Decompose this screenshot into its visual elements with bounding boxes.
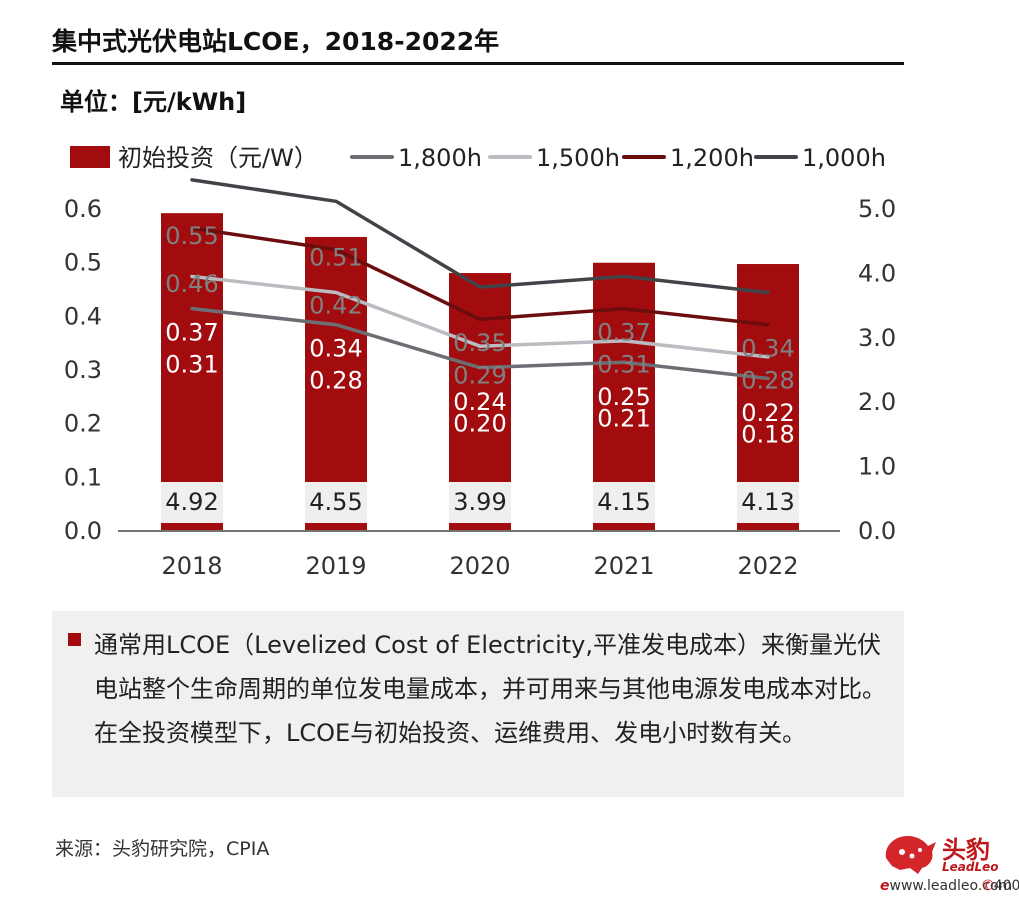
brand-url-text: www.leadleo.com [889, 878, 1013, 894]
bar-value-label: 4.92 [165, 488, 218, 516]
line-value-label: 0.31 [165, 351, 218, 379]
legend-swatch-bar [70, 146, 110, 168]
line-value-label: 0.37 [597, 318, 650, 346]
line-value-label: 0.51 [309, 243, 362, 271]
legend-label-line: 1,000h [802, 144, 886, 172]
line-value-label: 0.18 [741, 420, 794, 448]
y-left-tick-label: 0.1 [64, 463, 102, 491]
legend-label-line: 1,200h [670, 144, 754, 172]
line-value-label: 0.34 [309, 335, 362, 363]
line-value-label: 0.34 [741, 335, 794, 363]
y-left-tick-label: 0.6 [64, 195, 102, 223]
bar-value-label: 4.15 [597, 488, 650, 516]
y-left-tick-label: 0.0 [64, 517, 102, 545]
brand-footer: 头豹 LeadLeo ewww.leadleo.com ✆400 [880, 826, 1019, 905]
line-value-label: 0.42 [309, 292, 362, 320]
line-value-label: 0.20 [453, 410, 506, 438]
y-right-tick-label: 0.0 [858, 517, 896, 545]
bar-value-band [305, 482, 367, 523]
bar-value-band [593, 482, 655, 523]
chart-title: 集中式光伏电站LCOE，2018-2022年 [52, 27, 500, 56]
line-value-label: 0.28 [741, 367, 794, 395]
x-tick-label: 2018 [161, 552, 222, 580]
brand-phone[interactable]: ✆400 [982, 878, 1019, 894]
legend-label-bar: 初始投资（元/W） [118, 144, 318, 172]
line-value-label: 0.55 [165, 222, 218, 250]
bar-value-band [737, 482, 799, 523]
unit-label: 单位：[元/kWh] [60, 88, 247, 116]
line-value-label: 0.21 [597, 404, 650, 432]
brand-subname: LeadLeo [942, 860, 999, 874]
series-line [190, 274, 770, 359]
y-left-tick-label: 0.3 [64, 356, 102, 384]
note-bullet [68, 633, 81, 646]
y-right-tick-label: 3.0 [858, 324, 896, 352]
bar-value-label: 4.13 [741, 488, 794, 516]
bar-value-label: 4.55 [309, 488, 362, 516]
line-value-label: 0.35 [453, 329, 506, 357]
bar [161, 213, 223, 531]
note-text: 通常用LCOE（Levelized Cost of Electricity,平准… [94, 631, 886, 747]
bar-value-band [161, 482, 223, 523]
source-text: 来源：头豹研究院，CPIA [55, 838, 270, 860]
line-value-label: 0.29 [453, 361, 506, 389]
y-right-tick-label: 5.0 [858, 195, 896, 223]
series-line [190, 178, 770, 295]
series-line [190, 226, 770, 327]
leopard-logo-icon [885, 836, 936, 874]
web-e-icon: e [880, 878, 890, 894]
x-tick-label: 2022 [737, 552, 798, 580]
x-tick-label: 2019 [305, 552, 366, 580]
legend-label-line: 1,500h [536, 144, 620, 172]
brand-name: 头豹 [942, 836, 990, 864]
legend-label-line: 1,800h [398, 144, 482, 172]
lcoe-chart: 初始投资（元/W） 1,800h 1,500h 1,200h 1,000h 0.0 0.1 0… [64, 144, 896, 580]
line-value-label: 0.28 [309, 367, 362, 395]
line-value-label: 0.24 [453, 388, 506, 416]
y-right-tick-label: 1.0 [858, 453, 896, 481]
brand-phone-text: 400 [993, 878, 1019, 894]
series-line [190, 306, 770, 381]
line-value-label: 0.22 [741, 399, 794, 427]
y-left-tick-label: 0.2 [64, 410, 102, 438]
bar-value-band [449, 482, 511, 523]
line-value-label: 0.31 [597, 351, 650, 379]
y-left-tick-label: 0.4 [64, 302, 102, 330]
line-value-label: 0.46 [165, 270, 218, 298]
bar-value-label: 3.99 [453, 488, 506, 516]
y-left-tick-label: 0.5 [64, 249, 102, 277]
y-right-tick-label: 2.0 [858, 388, 896, 416]
line-value-label: 0.37 [165, 318, 218, 346]
x-tick-label: 2021 [593, 552, 654, 580]
bar [305, 236, 367, 531]
brand-url[interactable]: ewww.leadleo.com [880, 878, 1012, 894]
x-tick-label: 2020 [449, 552, 510, 580]
phone-icon: ✆ [982, 878, 994, 894]
title-divider [52, 62, 904, 65]
y-right-tick-label: 4.0 [858, 259, 896, 287]
line-value-label: 0.25 [597, 383, 650, 411]
note-box: 通常用LCOE（Levelized Cost of Electricity,平准… [52, 611, 904, 797]
